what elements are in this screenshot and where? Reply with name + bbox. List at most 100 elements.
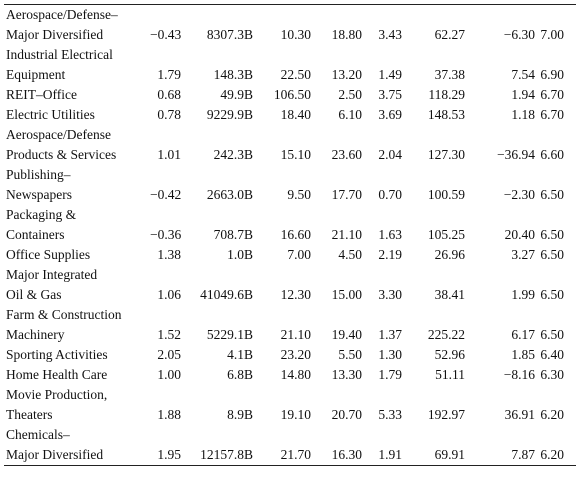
table-cell: 4.50 (338, 247, 362, 262)
table-cell: 1.18 (511, 107, 535, 122)
table-cell: 0.70 (378, 187, 402, 202)
table-cell: −0.42 (150, 187, 182, 202)
row-name-line: Electric Utilities (6, 107, 95, 122)
table-row: Home Health Care 1.00 6.8B 14.80 13.30 1.79 51… (4, 365, 576, 385)
table-cell: 0.78 (157, 107, 181, 122)
table-cell: 100.59 (427, 187, 465, 202)
table-cell: 10.30 (280, 27, 311, 42)
table-cell: 17.70 (331, 187, 362, 202)
table-cell: 6.10 (338, 107, 362, 122)
table-cell: −8.16 (503, 367, 535, 382)
table-cell: 3.69 (378, 107, 402, 122)
table-cell: −6.30 (503, 27, 535, 42)
table-cell: 8.9B (227, 407, 253, 422)
row-name-line: Home Health Care (6, 367, 108, 382)
table-cell: 105.25 (427, 227, 465, 242)
table-cell: 12157.8B (200, 447, 253, 462)
table-cell: 148.53 (427, 107, 465, 122)
table-cell: 3.43 (378, 27, 402, 42)
table-cell: 6.50 (540, 247, 564, 262)
table-cell: 1.95 (157, 447, 181, 462)
table-cell: 19.40 (331, 327, 362, 342)
table-cell: 1.06 (157, 287, 181, 302)
table-row: Office Supplies 1.38 1.0B 7.00 4.50 2.19 26.96… (4, 245, 576, 265)
table-cell: 7.00 (287, 247, 311, 262)
row-name-line: Sporting Activities (6, 347, 108, 362)
table-cell: 1.91 (378, 447, 402, 462)
table-cell: 8307.3B (206, 27, 253, 42)
row-name-line: Equipment (6, 67, 66, 82)
row-name-line: Theaters (6, 407, 53, 422)
table-cell: 127.30 (427, 147, 465, 162)
table-row: Chemicals– Major Diversified 1.95 12157.8B 2… (4, 425, 576, 466)
data-table: Aerospace/Defense– Major Diversified −0.43… (4, 4, 576, 466)
table-cell: 12.30 (280, 287, 311, 302)
table-cell: 118.29 (428, 87, 465, 102)
row-name-line: Oil & Gas (6, 287, 62, 302)
table-cell: 26.96 (434, 247, 465, 262)
table-cell: 13.20 (331, 67, 362, 82)
table-row: Major Integrated Oil & Gas 1.06 41049.6B 12.… (4, 265, 576, 305)
table-cell: 6.20 (540, 447, 564, 462)
row-name-cell: Farm & Construction Machinery (4, 305, 150, 345)
row-name-line: Newspapers (6, 187, 72, 202)
table-cell: 6.50 (540, 227, 564, 242)
table-cell: 2.04 (378, 147, 402, 162)
table-cell: 242.3B (213, 147, 253, 162)
table-cell: 1.30 (378, 347, 402, 362)
table-cell: 16.60 (280, 227, 311, 242)
table-cell: 7.87 (511, 447, 535, 462)
table-cell: 1.01 (157, 147, 181, 162)
table-cell: −0.36 (150, 227, 182, 242)
table-cell: 37.38 (434, 67, 465, 82)
table-cell: 6.50 (540, 187, 564, 202)
table-cell: 15.10 (280, 147, 311, 162)
table-cell: −0.43 (150, 27, 182, 42)
row-name-cell: Major Integrated Oil & Gas (4, 265, 150, 305)
table-cell: 1.00 (157, 367, 181, 382)
table-cell: 4.1B (227, 347, 253, 362)
row-name-line: Farm & Construction (6, 307, 122, 322)
row-name-cell: Aerospace/Defense Products & Services (4, 125, 150, 165)
row-name-line: Chemicals– (6, 427, 70, 442)
table-cell: 18.40 (280, 107, 311, 122)
row-name-cell: Home Health Care (4, 365, 150, 385)
table-cell: 708.7B (213, 227, 253, 242)
table-cell: 23.60 (331, 147, 362, 162)
row-name-line: Machinery (6, 327, 65, 342)
table-cell: 20.40 (504, 227, 535, 242)
table-cell: 21.10 (280, 327, 311, 342)
table-cell: 148.3B (213, 67, 253, 82)
table-cell: 2.05 (157, 347, 181, 362)
row-name-line: Containers (6, 227, 65, 242)
table-cell: 1.0B (227, 247, 253, 262)
table-cell: 225.22 (427, 327, 465, 342)
row-name-line: Office Supplies (6, 247, 91, 262)
table-row: Aerospace/Defense Products & Services 1.01… (4, 125, 576, 165)
row-name-line: Aerospace/Defense– (6, 7, 118, 22)
table-cell: 1.79 (378, 367, 402, 382)
table-cell: 3.75 (378, 87, 402, 102)
row-name-line: Publishing– (6, 167, 71, 182)
table-cell: 6.30 (540, 367, 564, 382)
table-cell: 7.00 (540, 27, 564, 42)
table-cell: 51.11 (435, 367, 465, 382)
row-name-line: Movie Production, (6, 387, 108, 402)
table-cell: −2.30 (503, 187, 535, 202)
table-row: REIT–Office 0.68 49.9B 106.50 2.50 3.75 118.29… (4, 85, 576, 105)
table-cell: 18.80 (331, 27, 362, 42)
table-cell: 49.9B (220, 87, 253, 102)
table-cell: 41049.6B (200, 287, 253, 302)
table-cell: 1.99 (511, 287, 535, 302)
table-cell: 23.20 (280, 347, 311, 362)
row-name-cell: Chemicals– Major Diversified (4, 425, 150, 466)
table-cell: −36.94 (497, 147, 535, 162)
table-cell: 20.70 (331, 407, 362, 422)
table-cell: 2663.0B (206, 187, 253, 202)
table-cell: 7.54 (511, 67, 535, 82)
table-cell: 52.96 (434, 347, 465, 362)
table-cell: 16.30 (331, 447, 362, 462)
table-cell: 1.52 (157, 327, 181, 342)
table-row: Sporting Activities 2.05 4.1B 23.20 5.50 1.30… (4, 345, 576, 365)
